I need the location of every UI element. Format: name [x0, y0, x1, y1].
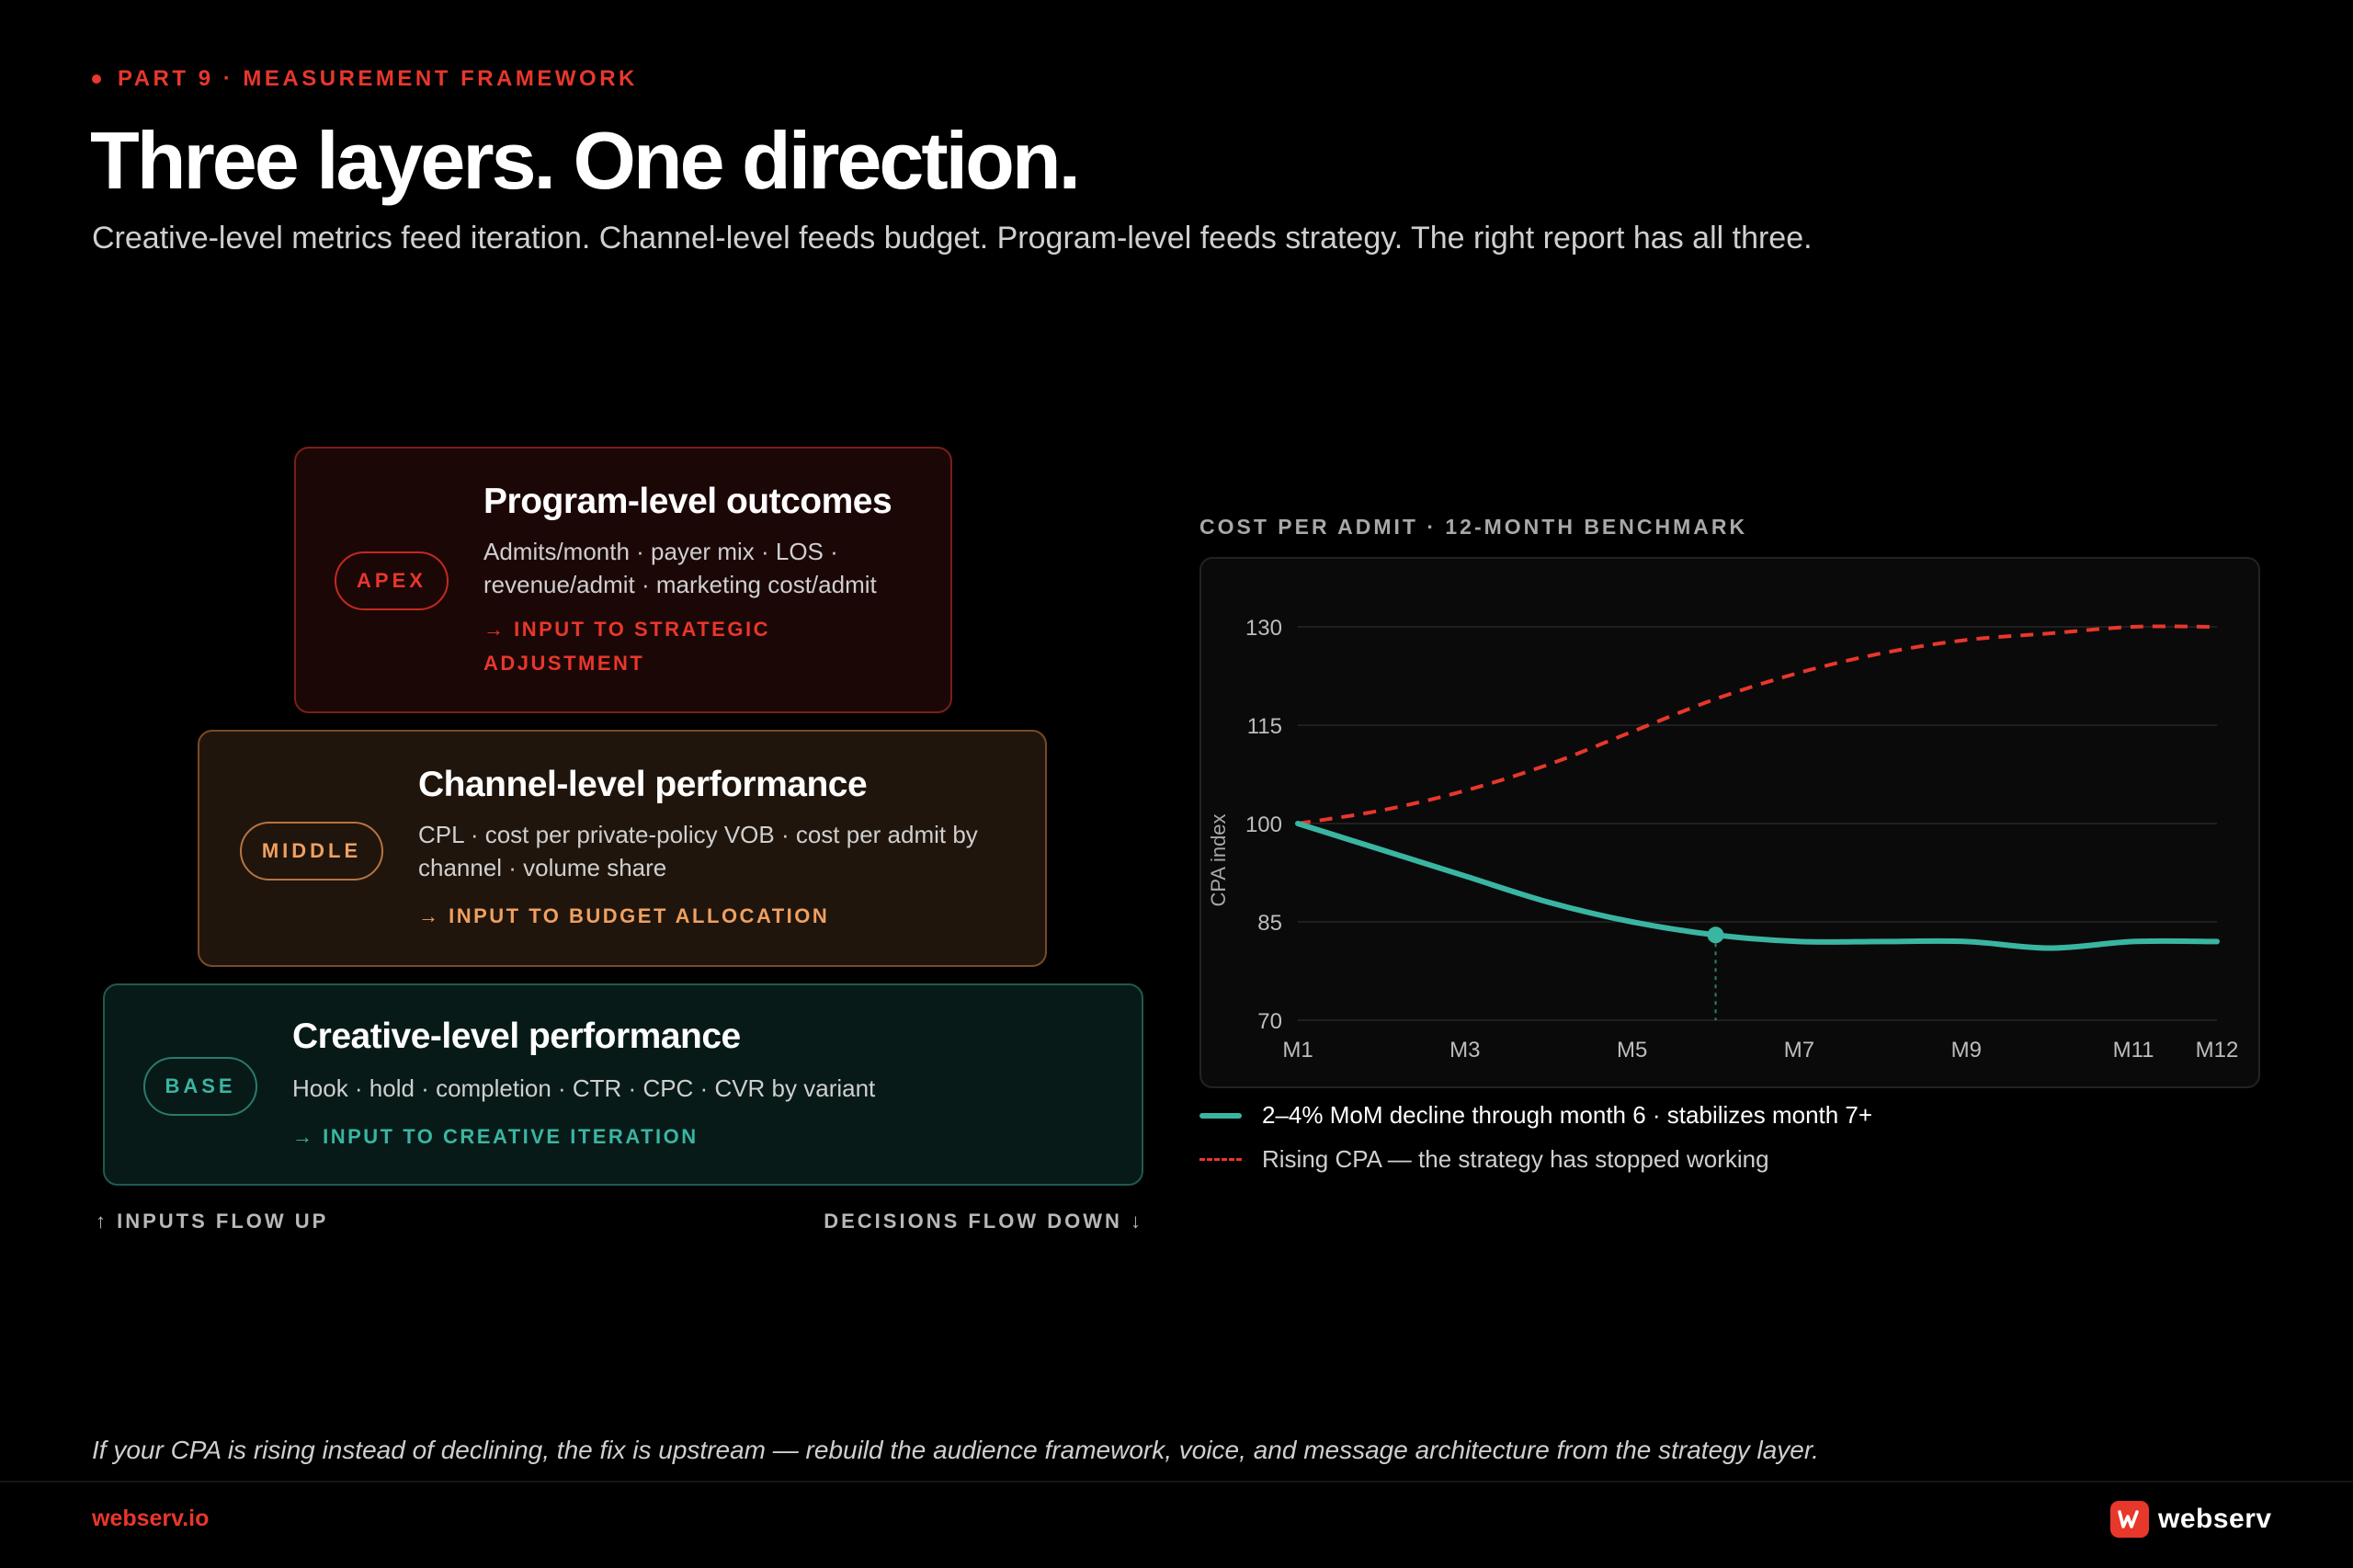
- y-tick-label: 130: [1245, 616, 1282, 641]
- base-description: Hook · hold · completion · CTR · CPC · C…: [292, 1074, 876, 1102]
- y-tick-label: 70: [1257, 1009, 1282, 1034]
- series-line-decline: [1295, 821, 2220, 951]
- legend-label-decline: 2–4% MoM decline through month 6 · stabi…: [1262, 1101, 1873, 1129]
- x-tick-label: M9: [1951, 1038, 1982, 1062]
- x-tick-label: M11: [2113, 1038, 2154, 1062]
- layer-apex: APEX Program-level outcomes Admits/month…: [294, 447, 952, 713]
- chart-panel: 70 85 100 115 130 M1 M3 M5 M7 M9 M11 M12 CPA index: [1199, 557, 2260, 1088]
- flow-down-label: DECISIONS FLOW DOWN ↓: [824, 1210, 1143, 1233]
- footer-url-link[interactable]: webserv.io: [92, 1506, 210, 1531]
- layer-middle: MIDDLE Channel-level performance CPL · c…: [198, 730, 1047, 967]
- base-title: Creative-level performance: [292, 1017, 741, 1056]
- x-tick-label: M1: [1282, 1038, 1313, 1062]
- cpa-line-chart: 70 85 100 115 130 M1 M3 M5 M7 M9 M11 M12 CPA index: [1207, 616, 2239, 1062]
- base-cta: → INPUT TO CREATIVE ITERATION: [292, 1125, 699, 1148]
- middle-title: Channel-level performance: [418, 765, 868, 804]
- x-tick-label: M12: [2196, 1038, 2239, 1062]
- webserv-logo-icon: [2110, 1501, 2149, 1538]
- footnote: If your CPA is rising instead of declini…: [92, 1436, 1819, 1464]
- legend-dashed-swatch-icon: [1199, 1158, 1242, 1161]
- stabilization-marker: [1707, 926, 1724, 944]
- legend-solid-swatch-icon: [1199, 1112, 1242, 1119]
- apex-cta: → INPUT TO STRATEGIC ADJUSTMENT: [483, 618, 770, 675]
- legend-label-rising: Rising CPA — the strategy has stopped wo…: [1262, 1145, 1769, 1173]
- eyebrow: PART 9 · MEASUREMENT FRAMEWORK: [92, 66, 638, 92]
- apex-description: Admits/month · payer mix · LOS · revenue…: [483, 538, 877, 598]
- middle-cta: → INPUT TO BUDGET ALLOCATION: [418, 904, 830, 927]
- layer-base: BASE Creative-level performance Hook · h…: [103, 983, 1143, 1186]
- page-subtitle: Creative-level metrics feed iteration. C…: [92, 221, 1813, 256]
- eyebrow-dot-icon: [92, 74, 101, 84]
- apex-badge: APEX: [335, 551, 449, 610]
- y-axis-label: CPA index: [1207, 813, 1230, 906]
- y-tick-label: 85: [1257, 911, 1282, 936]
- apex-title: Program-level outcomes: [483, 482, 892, 521]
- middle-badge: MIDDLE: [240, 822, 383, 881]
- series-line-rising: [1297, 624, 2218, 825]
- middle-description: CPL · cost per private-policy VOB · cost…: [418, 821, 978, 881]
- legend-item-rising: Rising CPA — the strategy has stopped wo…: [1199, 1145, 1769, 1174]
- x-tick-label: M5: [1617, 1038, 1647, 1062]
- y-tick-label: 100: [1245, 812, 1282, 837]
- chart-title: COST PER ADMIT · 12-MONTH BENCHMARK: [1199, 515, 1748, 539]
- x-tick-label: M3: [1449, 1038, 1480, 1062]
- base-badge: BASE: [143, 1057, 257, 1116]
- x-tick-label: M7: [1784, 1038, 1814, 1062]
- brand-name: webserv: [2158, 1504, 2272, 1534]
- eyebrow-text: PART 9 · MEASUREMENT FRAMEWORK: [118, 66, 638, 91]
- flow-up-label: ↑ INPUTS FLOW UP: [96, 1210, 329, 1233]
- footer-divider: [0, 1481, 2353, 1483]
- page-title: Three layers. One direction.: [90, 115, 1081, 206]
- y-tick-label: 115: [1247, 714, 1282, 739]
- brand-logo: webserv: [2110, 1501, 2272, 1538]
- legend-item-decline: 2–4% MoM decline through month 6 · stabi…: [1199, 1101, 1872, 1130]
